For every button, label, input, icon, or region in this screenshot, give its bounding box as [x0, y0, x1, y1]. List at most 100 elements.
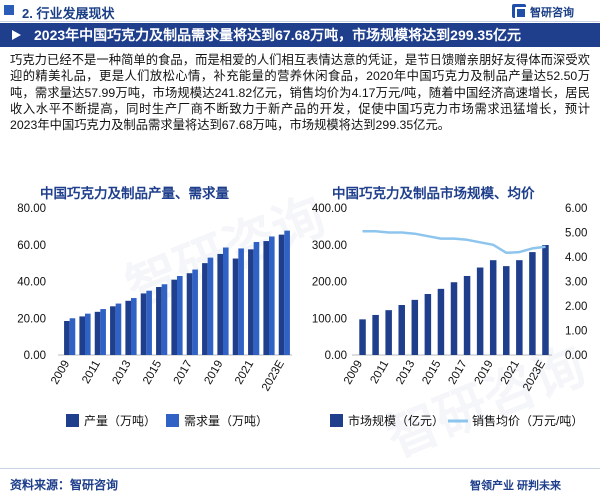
bar-demand [131, 298, 137, 355]
x-tick-label: 2013 [110, 359, 133, 387]
legend-swatch [330, 414, 343, 427]
x-tick-label: 2023E [521, 358, 548, 393]
chart2-title: 中国巧克力及制品市场规模、均价 [332, 186, 535, 201]
bar-demand [115, 303, 122, 355]
x-tick-label: 2015 [141, 359, 164, 387]
x-tick-label: 2015 [420, 359, 443, 387]
brand-name: 智研咨询 [530, 7, 574, 19]
legend-label: 销售均价（万元/吨） [472, 413, 583, 428]
bar-production [186, 273, 193, 355]
bar-market-size [450, 282, 458, 355]
x-tick-label: 2019 [202, 359, 225, 387]
legend-swatch [166, 414, 179, 427]
legend-label: 市场规模（亿元） [348, 413, 444, 428]
legend-label: 产量（万吨） [84, 414, 156, 428]
bar-production [171, 279, 177, 355]
bar-demand [146, 290, 152, 355]
bar-demand [284, 230, 290, 355]
y-left-tick-label: 300.00 [312, 240, 347, 252]
bar-production [248, 249, 254, 355]
x-tick-label: 2013 [394, 359, 417, 387]
x-tick-label: 2009 [49, 359, 72, 387]
top-header: 2. 行业发展现状 智研咨询 [0, 0, 600, 22]
x-tick-label: 2011 [80, 359, 103, 386]
y-tick-label: 40.00 [17, 277, 46, 289]
y-right-tick-label: 3.00 [565, 277, 587, 289]
bar-market-size [503, 266, 510, 355]
bar-production [125, 300, 131, 355]
bar-demand [238, 248, 244, 355]
y-right-tick-label: 6.00 [565, 203, 587, 215]
slogan: 智领产业 研判未来 [470, 480, 562, 492]
bar-market-size [411, 299, 419, 355]
x-tick-label: 2017 [446, 359, 469, 387]
section-marker-icon [4, 5, 14, 15]
x-tick-label: 2011 [369, 359, 392, 386]
bar-demand [223, 247, 229, 355]
bar-demand [253, 241, 260, 355]
legend-label: 需求量（万吨） [184, 414, 268, 428]
bar-market-size [398, 305, 405, 355]
bar-market-size [542, 244, 549, 355]
bar-demand [100, 309, 106, 355]
bar-demand [192, 269, 198, 355]
y-right-tick-label: 5.00 [565, 228, 587, 240]
bar-production [94, 311, 101, 355]
footer: 资料来源：智研咨询 智领产业 研判未来 [0, 468, 600, 496]
bar-market-size [529, 252, 536, 355]
bar-production [263, 241, 269, 355]
triangle-icon [12, 30, 21, 40]
y-right-tick-label: 4.00 [565, 252, 587, 264]
headline-text: 2023年中国巧克力及制品需求量将达到67.68万吨，市场规模将达到299.35… [34, 27, 521, 43]
y-left-tick-label: 200.00 [312, 277, 347, 289]
x-tick-label: 2023E [260, 358, 287, 393]
y-right-tick-label: 2.00 [565, 301, 587, 313]
y-right-tick-label: 0.00 [565, 350, 587, 362]
bar-production [202, 263, 208, 355]
y-left-tick-label: 100.00 [312, 313, 347, 325]
x-tick-label: 2019 [473, 359, 496, 387]
bar-demand [207, 257, 214, 355]
body-paragraph: 巧克力已经不是一种简单的食品，而是相爱的人们相互表情达意的凭证，是节日馈赠亲朋好… [10, 53, 590, 133]
y-tick-label: 80.00 [17, 203, 46, 215]
legend-swatch [66, 414, 79, 427]
bar-demand [269, 236, 275, 355]
x-tick-label: 2009 [342, 359, 365, 387]
bar-market-size [424, 293, 432, 355]
bar-market-size [372, 314, 379, 355]
source-note: 资料来源：智研咨询 [10, 478, 119, 492]
x-tick-label: 2021 [233, 359, 256, 387]
market-size-price-chart: 0.00 100.00 200.00 300.00 400.00 0.00 1.00 2.00… [312, 203, 588, 428]
line-avg-price [362, 230, 546, 255]
bar-demand [177, 275, 183, 355]
section-title: 2. 行业发展现状 [22, 6, 115, 21]
bar-market-size [463, 275, 471, 355]
bar-production [140, 293, 147, 355]
bar-market-size [489, 260, 497, 355]
bar-production [79, 316, 85, 355]
chart1-title: 中国巧克力及制品产量、需求量 [40, 186, 229, 201]
y-left-tick-label: 400.00 [312, 203, 347, 215]
bar-production [232, 258, 239, 355]
y-left-tick-label: 0.00 [325, 350, 347, 362]
bar-market-size [476, 267, 484, 355]
bar-production [64, 321, 70, 355]
bar-market-size [385, 310, 392, 355]
y-right-tick-label: 1.00 [565, 326, 587, 338]
headline-banner: 2023年中国巧克力及制品需求量将达到67.68万吨，市场规模将达到299.35… [0, 23, 600, 47]
production-demand-chart: 0.00 20.00 40.00 60.00 80.00 2009 2011 2013 2015… [17, 203, 292, 428]
bar-market-size [516, 260, 523, 355]
bar-production [278, 234, 285, 355]
bar-demand [85, 313, 91, 355]
y-tick-label: 20.00 [17, 313, 46, 325]
y-tick-label: 0.00 [24, 350, 46, 362]
x-tick-label: 2017 [172, 359, 195, 387]
bar-demand [161, 284, 168, 355]
bar-production [156, 287, 162, 355]
bar-market-size [359, 319, 366, 355]
bar-production [110, 306, 116, 355]
bar-demand [69, 318, 76, 355]
brand-logo-icon [512, 4, 527, 19]
bar-production [217, 253, 223, 355]
y-tick-label: 60.00 [17, 240, 46, 252]
